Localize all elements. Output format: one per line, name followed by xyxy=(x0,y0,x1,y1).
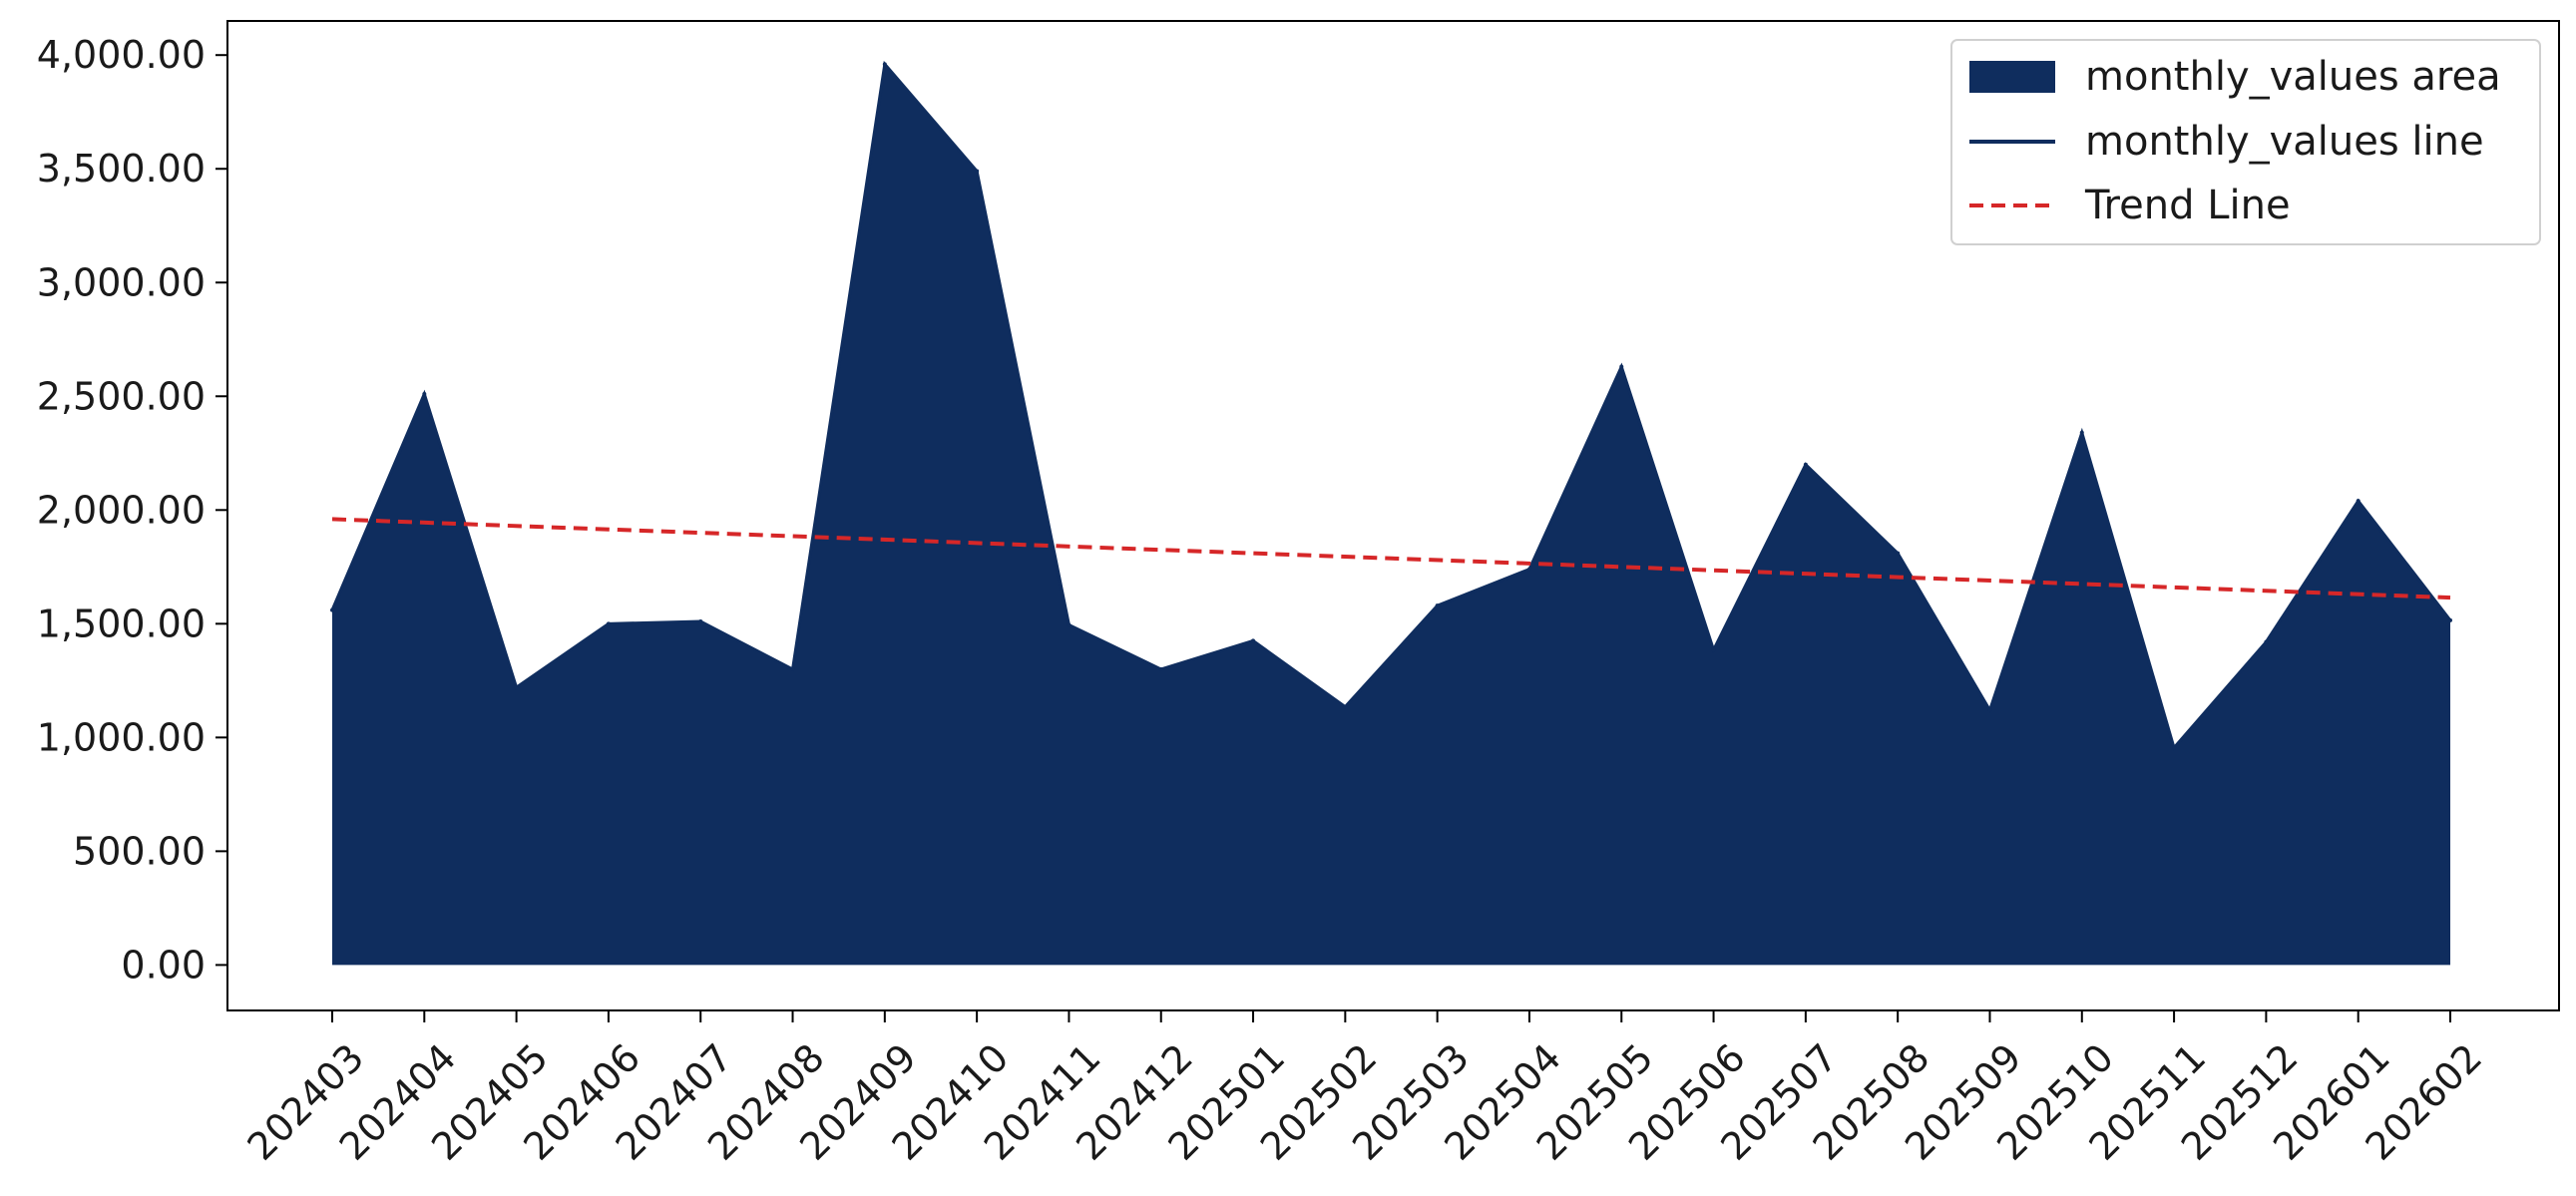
y-tick-label: 0.00 xyxy=(121,943,206,987)
data-point xyxy=(1067,622,1072,627)
data-point xyxy=(975,169,980,174)
y-tick-label: 1,000.00 xyxy=(37,715,206,759)
data-point xyxy=(1803,462,1808,467)
series-line xyxy=(330,60,2452,751)
y-axis: 0.00 500.00 1,000.00 1,500.00 2,000.00 2,500.… xyxy=(37,33,227,987)
legend-box xyxy=(1950,39,2541,245)
data-point xyxy=(514,685,519,690)
data-point xyxy=(1343,704,1348,709)
x-axis: 2024032024042024052024062024072024082024… xyxy=(238,1010,2490,1169)
y-tick-label: 1,500.00 xyxy=(37,601,206,645)
series-area xyxy=(332,64,2450,966)
y-tick-label: 3,500.00 xyxy=(37,147,206,191)
data-point xyxy=(1711,647,1716,652)
data-point xyxy=(1896,551,1901,556)
trend-line xyxy=(331,517,2451,600)
data-point xyxy=(1158,666,1163,671)
data-point xyxy=(2356,499,2361,504)
data-point xyxy=(698,619,703,624)
y-tick-label: 2,500.00 xyxy=(37,374,206,418)
plot-frame xyxy=(226,20,2560,1011)
data-point xyxy=(330,607,334,612)
data-point xyxy=(1251,638,1256,643)
data-point xyxy=(1987,707,1992,712)
legend-area-swatch xyxy=(1969,61,2055,93)
legend-label-trend: Trend Line xyxy=(2084,183,2291,228)
legend: monthly_values area monthly_values line … xyxy=(1950,39,2541,245)
data-point xyxy=(882,62,887,67)
y-tick-label: 4,000.00 xyxy=(37,33,206,77)
area-series-layer xyxy=(330,60,2452,966)
legend-label-line: monthly_values line xyxy=(2085,119,2484,165)
data-point xyxy=(1526,567,1531,572)
trend-line-layer xyxy=(331,517,2451,600)
data-point xyxy=(2172,745,2177,750)
legend-label-area: monthly_values area xyxy=(2085,54,2501,100)
data-point xyxy=(790,666,795,671)
y-tick-label: 3,000.00 xyxy=(37,260,206,304)
data-point xyxy=(606,621,611,626)
y-tick-label: 500.00 xyxy=(73,829,206,873)
data-point xyxy=(2264,639,2269,644)
y-tick-label: 2,000.00 xyxy=(37,488,206,532)
data-point xyxy=(422,392,427,396)
data-point xyxy=(2448,617,2452,622)
data-point xyxy=(1435,603,1440,608)
data-point xyxy=(1619,364,1624,369)
data-point xyxy=(2079,430,2084,435)
